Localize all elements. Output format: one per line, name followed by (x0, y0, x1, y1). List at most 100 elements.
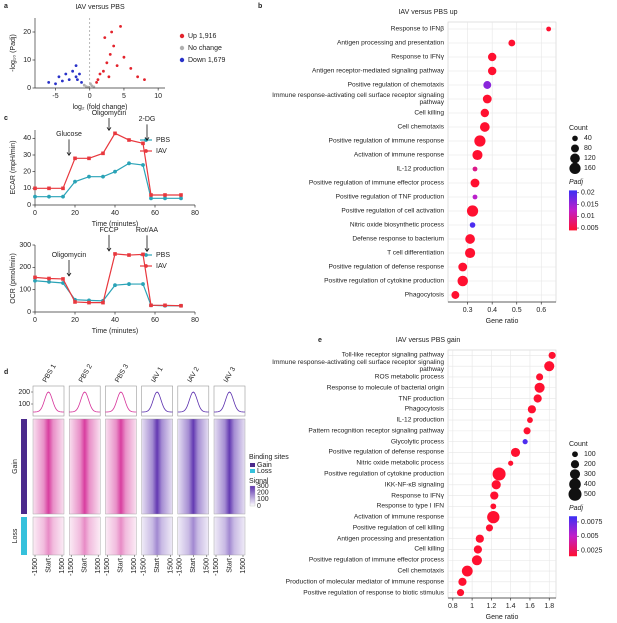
point (89, 82, 92, 86)
heatmap-loss (68, 516, 101, 556)
term-label: Cell chemotaxis (397, 123, 444, 131)
dot (546, 26, 552, 32)
x-tick-label: 0.3 (463, 307, 473, 314)
point (92, 85, 96, 89)
colorbar (569, 516, 577, 557)
x-tick-label: 1.4 (506, 603, 516, 610)
x-tick-label: -1500 (68, 558, 75, 576)
marker (127, 161, 131, 166)
marker (47, 276, 51, 281)
marker (73, 300, 77, 304)
column-label: IAV 1 (150, 366, 164, 384)
dot (490, 491, 499, 500)
series-line (35, 162, 181, 199)
marker (33, 275, 37, 280)
term-label: Positive regulation of cell activation (341, 207, 444, 215)
colorbar-label: 0.01 (581, 213, 595, 220)
dot (483, 81, 492, 89)
legend-label: Down 1,679 (188, 57, 225, 64)
y-axis-label: ECAR (mpH/min) (10, 140, 17, 194)
legend-size-label: 300 (584, 471, 596, 478)
legend-title: Count (569, 441, 588, 448)
legend-size-marker (569, 469, 581, 480)
panel-letter: c (4, 115, 8, 122)
point (57, 75, 61, 79)
heatmap-gain (213, 418, 246, 515)
annotation: Oligomycin (52, 252, 87, 259)
term-label: Antigen processing and presentation (336, 39, 444, 47)
y-tick-label: 0 (27, 202, 31, 209)
x-tick-label: Start (154, 558, 161, 573)
column-label: IAV 3 (223, 366, 237, 384)
panel-letter: b (258, 3, 262, 10)
legend-marker (144, 253, 148, 257)
y-tick-label: 40 (23, 135, 31, 142)
marker (101, 300, 105, 305)
point (136, 75, 140, 79)
annotation-arrowhead (106, 127, 112, 132)
colorbar-label: 200 (257, 490, 269, 497)
colorbar-label: 0.005 (581, 533, 599, 540)
annotation: Oligomycin (92, 110, 127, 117)
x-axis-label: Gene ratio (486, 614, 519, 621)
dot (473, 545, 483, 554)
colorbar-label: 0.005 (581, 225, 599, 232)
dot (490, 503, 497, 510)
term-label: Response to IFNγ (391, 492, 444, 500)
y-tick-label: 300 (19, 242, 31, 249)
dot (472, 149, 483, 161)
point (96, 78, 100, 81)
x-tick-label: 1500 (131, 558, 138, 574)
marker (47, 279, 51, 284)
x-tick-label: 20 (71, 210, 79, 217)
point (74, 64, 78, 67)
point (102, 69, 105, 73)
dot (487, 510, 500, 524)
term-label: TNF production (398, 395, 444, 403)
colorbar-label: 300 (257, 483, 269, 490)
point (54, 82, 57, 86)
dot (465, 247, 476, 259)
x-tick-label: 1.6 (525, 603, 535, 610)
point (67, 78, 71, 81)
legend-size-label: 200 (584, 461, 596, 468)
chart-title: IAV versus PBS gain (396, 337, 461, 344)
colorbar-label: 100 (257, 496, 269, 503)
marker (33, 186, 37, 191)
point (95, 81, 98, 84)
legend-size-marker (570, 460, 580, 469)
marker (113, 283, 117, 288)
term-label: Positive regulation of immune effector p… (308, 556, 444, 564)
colorbar (569, 190, 577, 231)
point (76, 78, 79, 81)
point (98, 72, 102, 76)
y-tick-label: 20 (23, 29, 31, 36)
marker (149, 303, 153, 308)
heatmap-gain (177, 418, 210, 515)
x-tick-label: 1500 (59, 558, 66, 574)
dot (508, 460, 514, 466)
x-tick-label: 0 (88, 93, 92, 100)
annotation-arrowhead (144, 248, 150, 253)
x-tick-label: 80 (191, 210, 199, 217)
marker (141, 141, 145, 146)
marker (47, 186, 51, 191)
x-tick-label: 1500 (204, 558, 211, 574)
legend-title: Count (569, 125, 588, 132)
x-axis-label: Time (minutes) (92, 221, 138, 228)
legend-label: IAV (156, 263, 167, 270)
legend-size-label: 400 (584, 481, 596, 488)
term-label: Cell chemotaxis (397, 567, 444, 575)
heatmap-loss (32, 516, 65, 556)
point (90, 84, 94, 88)
x-tick-label: 20 (71, 317, 79, 324)
marker (179, 196, 183, 201)
legend-label: PBS (156, 137, 170, 144)
term-label: Positive regulation of cytokine producti… (324, 470, 444, 478)
x-tick-label: 0 (33, 317, 37, 324)
term-label: Pattern recognition receptor signaling p… (308, 427, 444, 435)
dot (482, 94, 492, 104)
term-label: Positive regulation of defense response (328, 263, 444, 271)
marker (163, 303, 167, 308)
